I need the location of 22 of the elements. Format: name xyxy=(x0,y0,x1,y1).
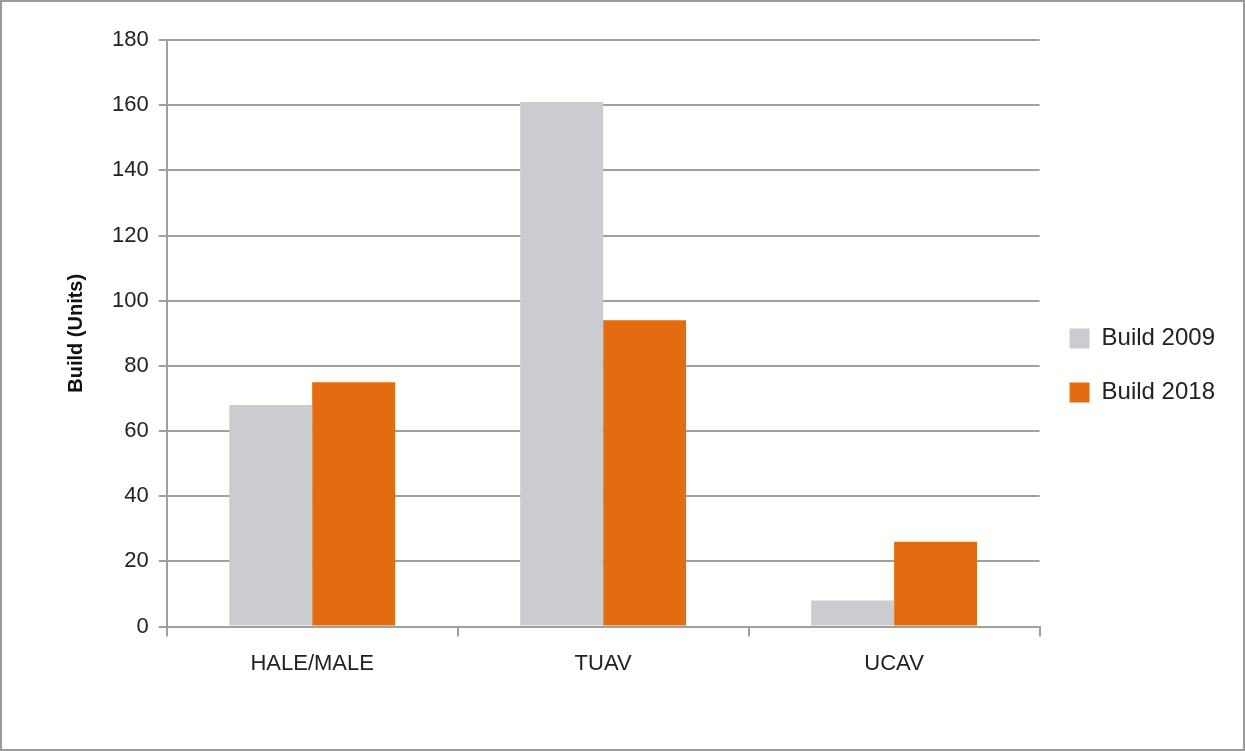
y-tick-label: 120 xyxy=(111,221,149,247)
y-axis-title: Build (Units) xyxy=(63,273,86,393)
y-tick-label: 140 xyxy=(111,156,149,182)
bar xyxy=(811,600,895,626)
legend-label: Build 2018 xyxy=(1101,377,1216,405)
bar xyxy=(229,405,313,626)
bar xyxy=(312,382,396,626)
y-tick-label: 60 xyxy=(124,417,149,443)
bar xyxy=(520,101,604,626)
y-tick-label: 40 xyxy=(124,482,149,508)
bar xyxy=(603,320,687,626)
x-tick-label: HALE/MALE xyxy=(250,649,374,675)
y-tick-label: 100 xyxy=(111,286,149,312)
y-tick-label: 180 xyxy=(111,26,149,52)
y-tick-label: 0 xyxy=(136,612,149,638)
bar xyxy=(894,541,978,626)
x-tick-label: TUAV xyxy=(574,649,632,675)
y-tick-label: 160 xyxy=(111,91,149,117)
x-tick-label: UCAV xyxy=(864,649,925,675)
legend-label: Build 2009 xyxy=(1101,323,1216,351)
y-tick-label: 80 xyxy=(124,351,149,377)
y-tick-label: 20 xyxy=(124,547,149,573)
